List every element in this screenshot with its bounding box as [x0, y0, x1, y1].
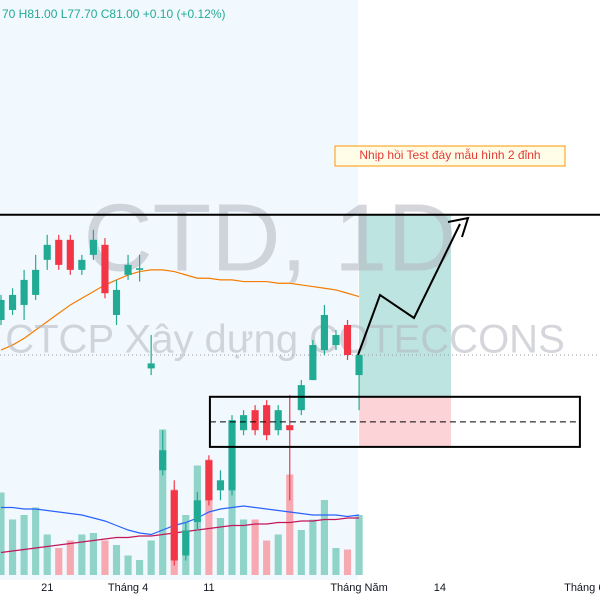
- candle-body: [159, 450, 167, 471]
- candle-body: [182, 530, 190, 556]
- candle-body: [228, 420, 236, 491]
- volume-bar: [124, 555, 132, 575]
- candle-body: [66, 239, 74, 270]
- candle-body: [32, 269, 40, 295]
- range-highlight: [0, 0, 358, 580]
- volume-bar: [309, 519, 317, 575]
- volume-bar: [78, 534, 86, 575]
- volume-bar: [343, 549, 352, 575]
- volume-bar: [320, 500, 328, 575]
- candle-body: [20, 279, 28, 305]
- x-tick-label: 11: [203, 582, 214, 594]
- candle-body: [0, 299, 5, 320]
- volume-ma-line: [0, 517, 360, 554]
- x-tick-label: 14: [434, 582, 446, 594]
- volume-bar: [8, 519, 17, 575]
- candle-body: [147, 363, 155, 369]
- volume-bar: [263, 540, 271, 575]
- volume-bar: [55, 548, 63, 575]
- candle-body: [55, 239, 63, 265]
- watermark: CTD, 1D: [83, 184, 456, 291]
- volume-bar: [216, 518, 225, 575]
- volume-bar: [89, 533, 97, 575]
- arrow-head: [447, 216, 470, 238]
- volume-bar: [297, 530, 305, 575]
- candle-body: [263, 405, 271, 436]
- volume-bar: [274, 534, 282, 575]
- candle-body: [309, 345, 317, 381]
- candle-body: [343, 324, 352, 356]
- candle-body: [251, 410, 259, 431]
- candle-body: [136, 268, 144, 270]
- candle-body: [8, 294, 17, 310]
- volume-bar: [286, 474, 294, 575]
- foreground-layer: [0, 213, 600, 566]
- annotation-box: [334, 145, 566, 167]
- volume-bar: [159, 429, 167, 575]
- volume-ma-line: [1, 505, 360, 536]
- candle-body: [43, 244, 51, 260]
- candle-body: [355, 355, 363, 376]
- candle-body: [78, 259, 86, 270]
- volume-bar: [355, 515, 363, 575]
- candle-body: [205, 460, 213, 501]
- volume-bar: [136, 560, 144, 575]
- candle-body: [112, 289, 121, 315]
- target-area: [359, 214, 452, 397]
- x-tick-label: 21: [41, 582, 53, 594]
- volume-bar: [112, 545, 121, 575]
- x-tick-label: Tháng 6: [564, 582, 600, 594]
- ma-line: [0, 269, 360, 351]
- candle-body: [124, 264, 132, 275]
- volume-bar: [332, 548, 340, 575]
- volume-bar: [43, 534, 51, 575]
- volume-bar: [239, 519, 248, 575]
- candle-body: [332, 335, 340, 346]
- candle-body: [170, 490, 178, 561]
- candle-body: [274, 410, 282, 431]
- volume-bar: [147, 540, 155, 575]
- volume-bar: [66, 540, 74, 575]
- candle-body: [216, 480, 225, 491]
- volume-bar: [101, 540, 109, 575]
- projection-arrow: [357, 223, 461, 356]
- volume-bar: [32, 507, 40, 575]
- x-axis-bg: [0, 580, 600, 600]
- x-tick-label: Tháng Năm: [330, 582, 387, 594]
- candle-body: [89, 239, 97, 255]
- ohlc-header: 70 H81.00 L77.70 C81.00 +0.10 (+0.12%): [2, 7, 226, 21]
- watermark-subtitle: CTCP Xây dựng COTECCONS: [5, 318, 565, 362]
- x-tick-label: Tháng 4: [108, 582, 148, 594]
- volume-bar: [0, 492, 5, 575]
- volume-bar: [205, 459, 213, 575]
- volume-bar: [20, 515, 28, 575]
- volume-bar: [228, 489, 236, 575]
- candle-body: [239, 415, 248, 431]
- candle-body: [320, 314, 328, 351]
- candle-body: [286, 425, 294, 431]
- candle-body: [101, 244, 109, 294]
- volume-bar: [251, 519, 259, 575]
- candle-body: [193, 500, 201, 523]
- annotation: Nhịp hồi Test đáy mẫu hình 2 đỉnh: [359, 147, 540, 162]
